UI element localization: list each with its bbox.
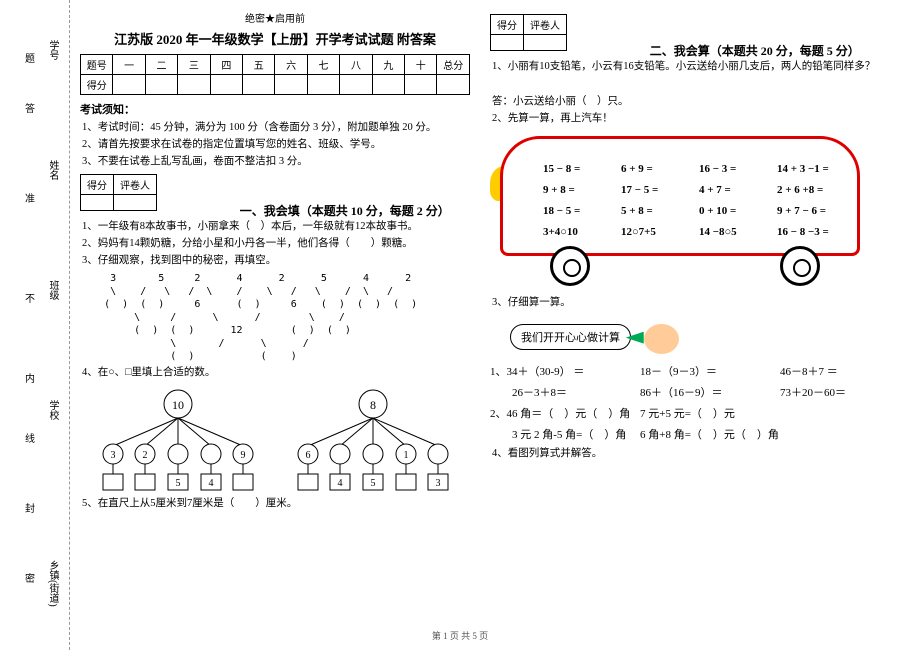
svg-text:1: 1 bbox=[403, 450, 408, 461]
svg-text:4: 4 bbox=[208, 478, 213, 489]
gutter-char: 题 bbox=[25, 50, 35, 65]
q2-1-ans: 答：小云送给小丽（ ）只。 bbox=[492, 94, 900, 111]
q2-2: 2、先算一算，再上汽车！ bbox=[492, 111, 900, 128]
calc-caption: 我们开开心心做计算 bbox=[510, 324, 631, 350]
gutter-char: 答 bbox=[25, 100, 35, 115]
marker-table: 得分评卷人 bbox=[80, 174, 157, 211]
page-footer: 第 1 页 共 5 页 bbox=[0, 629, 920, 642]
th: 七 bbox=[307, 55, 339, 75]
fan-diagram-2: 8 6 1 4 5 3 bbox=[288, 386, 458, 496]
gutter-label: 乡镇(街道) bbox=[45, 560, 60, 607]
mt-c1: 得分 bbox=[491, 15, 524, 35]
svg-text:3: 3 bbox=[435, 478, 440, 489]
secret-line: 绝密★启用前 bbox=[80, 10, 470, 25]
marker-table-2: 得分评卷人 bbox=[490, 14, 567, 51]
th: 四 bbox=[210, 55, 242, 75]
section2-title: 二、我会算（本题共 20 分，每题 5 分） bbox=[650, 44, 860, 58]
th: 二 bbox=[145, 55, 177, 75]
q2-3: 3、仔细算一算。 bbox=[492, 295, 900, 312]
section1-title: 一、我会填（本题共 10 分，每题 2 分） bbox=[240, 204, 450, 218]
wheel-icon bbox=[550, 246, 590, 286]
svg-text:8: 8 bbox=[370, 398, 376, 412]
fan-diagram-1: 10 3 2 9 5 4 bbox=[93, 386, 263, 496]
exam-title: 江苏版 2020 年一年级数学【上册】开学考试试题 附答案 bbox=[80, 29, 470, 48]
svg-text:4: 4 bbox=[337, 478, 342, 489]
binding-gutter: 学号 姓名 班级 学校 乡镇(街道) 题 答 准 不 内 线 封 密 bbox=[0, 0, 70, 650]
instructions-heading: 考试须知： bbox=[80, 101, 470, 117]
q1-2: 2、妈妈有14颗奶糖，分给小星和小丹各一半，他们各得（ ）颗糖。 bbox=[82, 236, 470, 253]
teacher-icon bbox=[644, 324, 679, 354]
gutter-char: 封 bbox=[25, 500, 35, 515]
gutter-labels: 学号 姓名 班级 学校 乡镇(街道) 题 答 准 不 内 线 封 密 bbox=[5, 0, 65, 650]
wheel-icon bbox=[780, 246, 820, 286]
th: 总分 bbox=[437, 55, 470, 75]
score-table: 题号 一 二 三 四 五 六 七 八 九 十 总分 得分 bbox=[80, 54, 470, 95]
instruction-line: 3、不要在试卷上乱写乱画，卷面不整洁扣 3 分。 bbox=[82, 154, 470, 171]
left-column: 绝密★启用前 江苏版 2020 年一年级数学【上册】开学考试试题 附答案 题号 … bbox=[80, 10, 470, 512]
svg-text:5: 5 bbox=[370, 478, 375, 489]
gutter-char: 线 bbox=[25, 430, 35, 445]
mt-c2: 评卷人 bbox=[114, 175, 157, 195]
fan-row: 10 3 2 9 5 4 8 6 1 4 5 bbox=[80, 386, 470, 496]
gutter-label: 学号 bbox=[45, 40, 60, 60]
gutter-char: 内 bbox=[25, 370, 35, 385]
decomposition-tree: 3 5 2 4 2 5 4 2 \ / \ / \ / \ / \ / \ / … bbox=[80, 272, 470, 363]
gutter-label: 姓名 bbox=[45, 160, 60, 180]
instruction-line: 1、考试时间：45 分钟，满分为 100 分（含卷面分 3 分），附加题单独 2… bbox=[82, 120, 470, 137]
svg-text:3: 3 bbox=[110, 450, 115, 461]
right-column: 得分评卷人 二、我会算（本题共 20 分，每题 5 分） 1、小丽有10支铅笔，… bbox=[490, 10, 900, 463]
mt-c1: 得分 bbox=[81, 175, 114, 195]
th: 三 bbox=[178, 55, 210, 75]
q1-5: 5、在直尺上从5厘米到7厘米是（ ）厘米。 bbox=[82, 496, 470, 513]
gutter-label: 班级 bbox=[45, 280, 60, 300]
svg-text:6: 6 bbox=[305, 450, 310, 461]
th: 十 bbox=[405, 55, 437, 75]
q1-4: 4、在○、□里填上合适的数。 bbox=[82, 365, 470, 382]
th: 一 bbox=[113, 55, 145, 75]
svg-text:2: 2 bbox=[142, 450, 147, 461]
q1-1: 1、一年级有8本故事书，小丽拿来（ ）本后，一年级就有12本故事书。 bbox=[82, 219, 470, 236]
svg-text:10: 10 bbox=[172, 398, 184, 412]
gutter-char: 不 bbox=[25, 290, 35, 305]
bus-diagram: 15 − 8 =6 + 9 =16 − 3 =14 + 3 −1 = 9 + 8… bbox=[490, 131, 870, 291]
th: 题号 bbox=[81, 55, 113, 75]
calc-grid: 1、34＋（30-9） ＝18－（9－3）＝46－8＋7 ＝ 26－3＋8＝86… bbox=[490, 362, 900, 446]
gutter-label: 学校 bbox=[45, 400, 60, 420]
q2-1: 1、小丽有10支铅笔，小云有16支铅笔。小云送给小丽几支后，两人的铅笔同样多？ bbox=[492, 59, 900, 76]
svg-text:9: 9 bbox=[240, 450, 245, 461]
mt-c2: 评卷人 bbox=[524, 15, 567, 35]
svg-text:5: 5 bbox=[175, 478, 180, 489]
th: 九 bbox=[372, 55, 404, 75]
bus-body: 15 − 8 =6 + 9 =16 − 3 =14 + 3 −1 = 9 + 8… bbox=[500, 136, 860, 256]
gutter-char: 密 bbox=[25, 570, 35, 585]
instruction-line: 2、请首先按要求在试卷的指定位置填写您的姓名、班级、学号。 bbox=[82, 137, 470, 154]
q2-4: 4、看图列算式并解答。 bbox=[492, 446, 900, 463]
td: 得分 bbox=[81, 75, 113, 95]
calc-caption-row: 我们开开心心做计算 bbox=[510, 318, 900, 356]
th: 五 bbox=[243, 55, 275, 75]
bus-equation-grid: 15 − 8 =6 + 9 =16 − 3 =14 + 3 −1 = 9 + 8… bbox=[543, 159, 863, 243]
gutter-char: 准 bbox=[25, 190, 35, 205]
q1-3: 3、仔细观察，找到图中的秘密，再填空。 bbox=[82, 253, 470, 270]
th: 六 bbox=[275, 55, 307, 75]
th: 八 bbox=[340, 55, 372, 75]
